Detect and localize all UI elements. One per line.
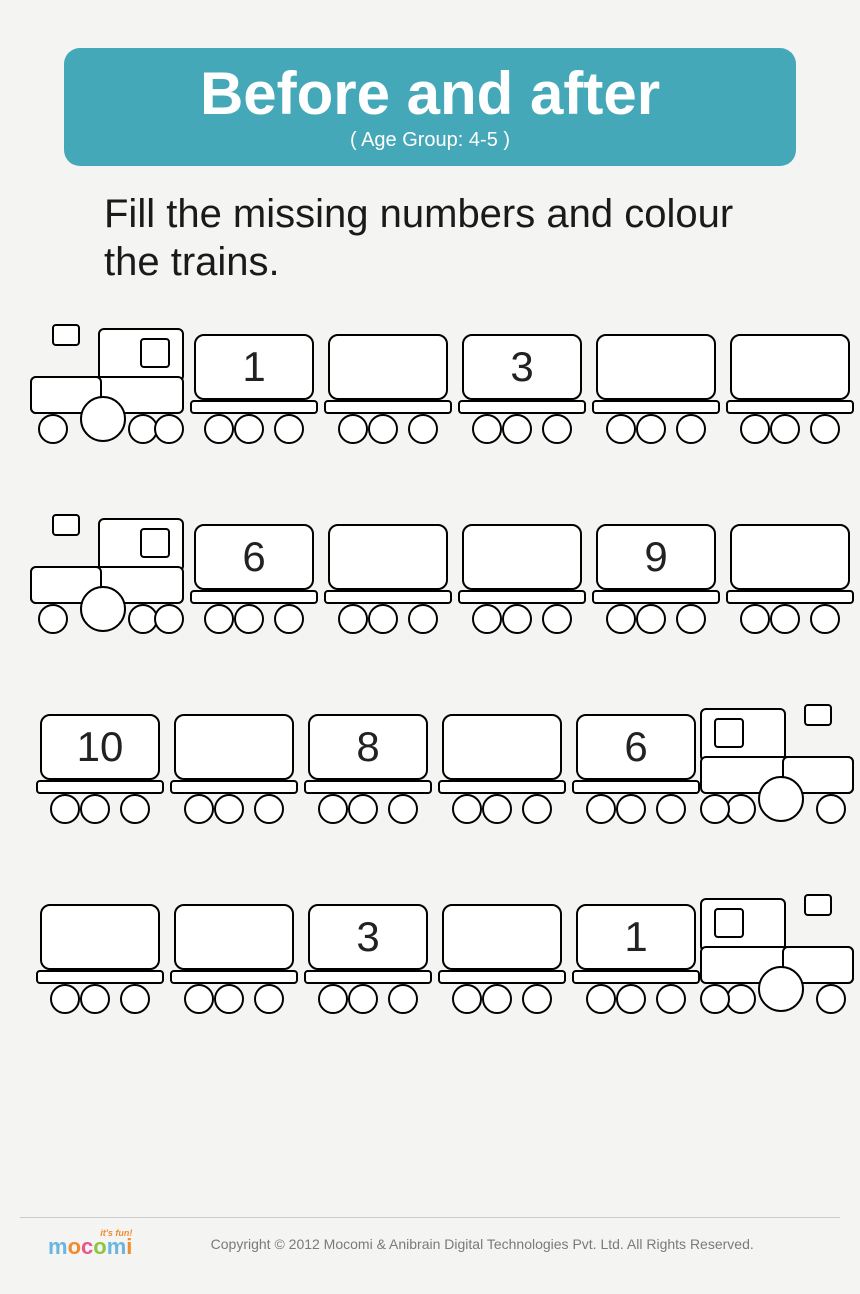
wagon-number-box[interactable]: [328, 524, 448, 590]
train-wagon: 9: [592, 524, 720, 634]
trains-container: 1 3 6 9: [24, 324, 836, 1014]
train-wagon: 3: [304, 904, 432, 1014]
copyright-text: Copyright © 2012 Mocomi & Anibrain Digit…: [152, 1236, 812, 1252]
train-wagon: 6: [190, 524, 318, 634]
train-wagon: 8: [304, 714, 432, 824]
train-wagon: [324, 334, 452, 444]
age-group-subtitle: ( Age Group: 4-5 ): [64, 129, 796, 152]
train-wagon: 3: [458, 334, 586, 444]
wagon-number-box[interactable]: 6: [194, 524, 314, 590]
train-wagon: [438, 904, 566, 1014]
train-wagon: [726, 524, 854, 634]
wagon-number-box[interactable]: [442, 904, 562, 970]
wagon-number-box[interactable]: [442, 714, 562, 780]
page-footer: it's fun! mocomi Copyright © 2012 Mocomi…: [20, 1217, 840, 1260]
train-wagon: [438, 714, 566, 824]
train-wagon: [324, 524, 452, 634]
train-engine: [700, 894, 854, 1014]
train-row: 6 9: [30, 514, 830, 634]
wagon-number-box[interactable]: 9: [596, 524, 716, 590]
wagon-number-box[interactable]: [730, 334, 850, 400]
wagon-number-box[interactable]: 1: [576, 904, 696, 970]
train-wagon: 10: [36, 714, 164, 824]
wagon-number-box[interactable]: [174, 904, 294, 970]
train-wagon: [170, 904, 298, 1014]
wagon-number-box[interactable]: [596, 334, 716, 400]
train-wagon: 1: [572, 904, 700, 1014]
page-title: Before and after: [64, 62, 796, 125]
mocomi-logo: it's fun! mocomi: [48, 1228, 132, 1260]
title-banner: Before and after ( Age Group: 4-5 ): [64, 48, 796, 166]
wagon-number-box[interactable]: [174, 714, 294, 780]
worksheet-page: Before and after ( Age Group: 4-5 ) Fill…: [0, 0, 860, 1294]
train-wagon: [726, 334, 854, 444]
wagon-number-box[interactable]: 3: [308, 904, 428, 970]
train-row: 1 3: [30, 324, 830, 444]
train-row: 3 1: [30, 894, 830, 1014]
train-engine: [700, 704, 854, 824]
train-engine: [30, 514, 184, 634]
train-row: 10 8 6: [30, 704, 830, 824]
wagon-number-box[interactable]: 6: [576, 714, 696, 780]
train-wagon: [458, 524, 586, 634]
train-wagon: [170, 714, 298, 824]
wagon-number-box[interactable]: 1: [194, 334, 314, 400]
train-wagon: [36, 904, 164, 1014]
train-wagon: 6: [572, 714, 700, 824]
instruction-text: Fill the missing numbers and colour the …: [104, 190, 756, 286]
wagon-number-box[interactable]: 8: [308, 714, 428, 780]
wagon-number-box[interactable]: 3: [462, 334, 582, 400]
train-engine: [30, 324, 184, 444]
wagon-number-box[interactable]: [730, 524, 850, 590]
train-wagon: [592, 334, 720, 444]
wagon-number-box[interactable]: [462, 524, 582, 590]
wagon-number-box[interactable]: 10: [40, 714, 160, 780]
train-wagon: 1: [190, 334, 318, 444]
wagon-number-box[interactable]: [40, 904, 160, 970]
wagon-number-box[interactable]: [328, 334, 448, 400]
